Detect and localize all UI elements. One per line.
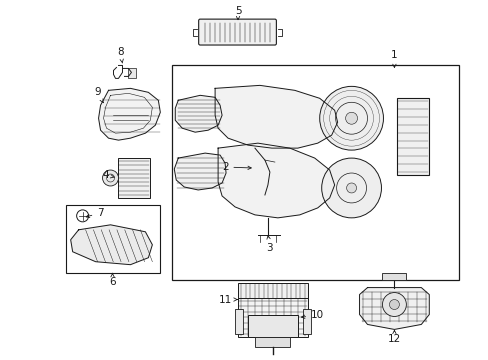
Polygon shape	[99, 88, 160, 140]
Text: 6: 6	[109, 274, 116, 287]
Circle shape	[346, 183, 356, 193]
Circle shape	[345, 112, 357, 124]
Bar	[118, 158, 150, 198]
Polygon shape	[175, 95, 222, 132]
Text: 9: 9	[94, 87, 103, 103]
Bar	[235, 310, 243, 334]
Text: 2: 2	[222, 162, 251, 172]
Circle shape	[102, 170, 118, 186]
Text: 7: 7	[86, 208, 103, 218]
Circle shape	[382, 293, 406, 316]
FancyBboxPatch shape	[198, 19, 276, 45]
Polygon shape	[215, 85, 337, 148]
Bar	[172, 66, 458, 280]
Text: 12: 12	[387, 330, 400, 345]
Text: 10: 10	[301, 310, 324, 320]
Bar	[254, 337, 289, 347]
Bar	[238, 298, 307, 337]
Text: 11: 11	[218, 294, 237, 305]
Text: 5: 5	[234, 6, 241, 20]
Bar	[397, 98, 428, 175]
Bar	[238, 283, 307, 298]
Bar	[302, 310, 310, 334]
Circle shape	[321, 158, 381, 218]
Polygon shape	[174, 153, 225, 190]
Bar	[65, 205, 160, 273]
Text: 8: 8	[117, 48, 123, 63]
Polygon shape	[359, 288, 428, 329]
Bar	[382, 273, 406, 280]
Text: 3: 3	[266, 236, 273, 253]
Polygon shape	[71, 225, 152, 265]
Text: 1: 1	[390, 50, 397, 68]
Bar	[247, 315, 297, 337]
Circle shape	[319, 86, 383, 150]
Polygon shape	[218, 143, 334, 218]
Bar	[128, 68, 136, 78]
Text: 4: 4	[102, 170, 114, 180]
Circle shape	[388, 300, 399, 310]
